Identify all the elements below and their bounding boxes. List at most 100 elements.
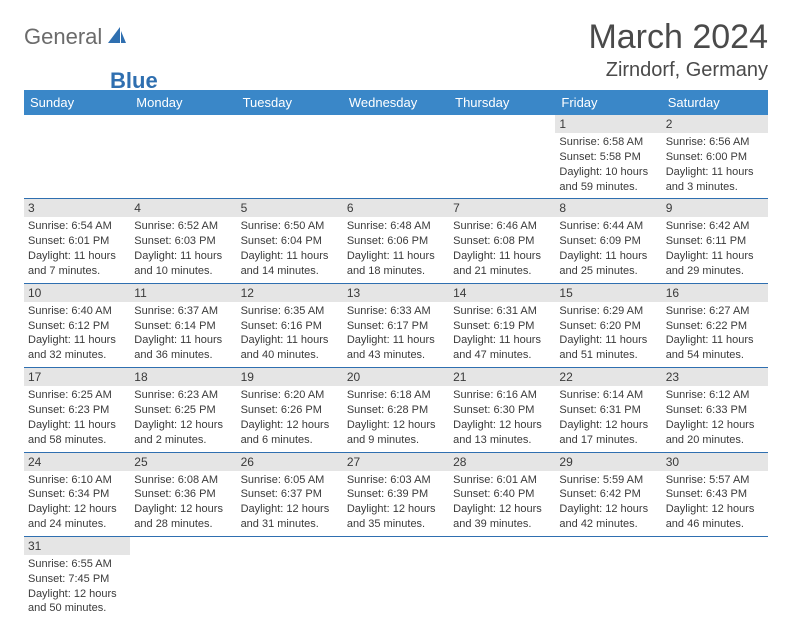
detail-line: and 46 minutes. [666, 517, 764, 532]
day-number: 12 [237, 284, 343, 302]
day-cell: 28Sunrise: 6:01 AMSunset: 6:40 PMDayligh… [449, 452, 555, 536]
detail-line: Sunrise: 6:54 AM [28, 219, 126, 234]
detail-line: Sunset: 5:58 PM [559, 150, 657, 165]
detail-line: and 42 minutes. [559, 517, 657, 532]
detail-line: and 18 minutes. [347, 264, 445, 279]
detail-line: Daylight: 11 hours [241, 333, 339, 348]
detail-line: and 59 minutes. [559, 180, 657, 195]
detail-line: Daylight: 11 hours [347, 333, 445, 348]
day-number: 29 [555, 453, 661, 471]
detail-line: Sunset: 6:00 PM [666, 150, 764, 165]
day-number: 17 [24, 368, 130, 386]
detail-line: Sunset: 6:16 PM [241, 319, 339, 334]
day-cell: 14Sunrise: 6:31 AMSunset: 6:19 PMDayligh… [449, 283, 555, 367]
detail-line: Sunset: 6:04 PM [241, 234, 339, 249]
detail-line: Sunset: 6:33 PM [666, 403, 764, 418]
day-details: Sunrise: 6:27 AMSunset: 6:22 PMDaylight:… [662, 302, 768, 367]
day-details: Sunrise: 6:18 AMSunset: 6:28 PMDaylight:… [343, 386, 449, 451]
detail-line: Sunrise: 6:33 AM [347, 304, 445, 319]
detail-line: and 47 minutes. [453, 348, 551, 363]
detail-line: Sunset: 6:01 PM [28, 234, 126, 249]
day-cell: 9Sunrise: 6:42 AMSunset: 6:11 PMDaylight… [662, 199, 768, 283]
day-number: 19 [237, 368, 343, 386]
day-cell: 26Sunrise: 6:05 AMSunset: 6:37 PMDayligh… [237, 452, 343, 536]
detail-line: and 25 minutes. [559, 264, 657, 279]
detail-line: Daylight: 12 hours [559, 502, 657, 517]
day-number: 11 [130, 284, 236, 302]
detail-line: and 39 minutes. [453, 517, 551, 532]
day-cell: 13Sunrise: 6:33 AMSunset: 6:17 PMDayligh… [343, 283, 449, 367]
day-details: Sunrise: 6:55 AMSunset: 7:45 PMDaylight:… [24, 555, 130, 620]
logo: General [24, 18, 130, 50]
day-details: Sunrise: 6:33 AMSunset: 6:17 PMDaylight:… [343, 302, 449, 367]
detail-line: Daylight: 11 hours [666, 333, 764, 348]
detail-line: and 54 minutes. [666, 348, 764, 363]
detail-line: and 3 minutes. [666, 180, 764, 195]
detail-line: Sunset: 6:34 PM [28, 487, 126, 502]
detail-line: and 50 minutes. [28, 601, 126, 616]
detail-line: Daylight: 11 hours [28, 333, 126, 348]
detail-line: and 31 minutes. [241, 517, 339, 532]
detail-line: Daylight: 12 hours [666, 502, 764, 517]
detail-line: Daylight: 12 hours [241, 418, 339, 433]
detail-line: and 6 minutes. [241, 433, 339, 448]
day-details: Sunrise: 6:12 AMSunset: 6:33 PMDaylight:… [662, 386, 768, 451]
detail-line: Sunrise: 6:46 AM [453, 219, 551, 234]
detail-line: and 20 minutes. [666, 433, 764, 448]
day-details: Sunrise: 6:35 AMSunset: 6:16 PMDaylight:… [237, 302, 343, 367]
day-cell: 17Sunrise: 6:25 AMSunset: 6:23 PMDayligh… [24, 368, 130, 452]
day-cell [130, 115, 236, 199]
detail-line: Daylight: 11 hours [453, 333, 551, 348]
detail-line: Sunrise: 6:10 AM [28, 473, 126, 488]
detail-line: Daylight: 11 hours [28, 418, 126, 433]
day-details: Sunrise: 6:14 AMSunset: 6:31 PMDaylight:… [555, 386, 661, 451]
detail-line: Sunset: 6:43 PM [666, 487, 764, 502]
col-wednesday: Wednesday [343, 90, 449, 115]
day-cell: 20Sunrise: 6:18 AMSunset: 6:28 PMDayligh… [343, 368, 449, 452]
detail-line: Daylight: 11 hours [666, 165, 764, 180]
detail-line: Sunset: 6:03 PM [134, 234, 232, 249]
detail-line: Sunrise: 6:03 AM [347, 473, 445, 488]
detail-line: Sunset: 6:25 PM [134, 403, 232, 418]
detail-line: and 36 minutes. [134, 348, 232, 363]
col-thursday: Thursday [449, 90, 555, 115]
day-cell [449, 536, 555, 620]
calendar-table: Sunday Monday Tuesday Wednesday Thursday… [24, 90, 768, 620]
day-details: Sunrise: 6:40 AMSunset: 6:12 PMDaylight:… [24, 302, 130, 367]
detail-line: and 40 minutes. [241, 348, 339, 363]
detail-line: Sunrise: 6:56 AM [666, 135, 764, 150]
day-details: Sunrise: 6:31 AMSunset: 6:19 PMDaylight:… [449, 302, 555, 367]
day-details: Sunrise: 6:46 AMSunset: 6:08 PMDaylight:… [449, 217, 555, 282]
day-number: 10 [24, 284, 130, 302]
day-details: Sunrise: 6:54 AMSunset: 6:01 PMDaylight:… [24, 217, 130, 282]
day-number: 18 [130, 368, 236, 386]
detail-line: Sunrise: 5:59 AM [559, 473, 657, 488]
detail-line: Daylight: 12 hours [559, 418, 657, 433]
detail-line: and 32 minutes. [28, 348, 126, 363]
week-row: 1Sunrise: 6:58 AMSunset: 5:58 PMDaylight… [24, 115, 768, 199]
detail-line: Sunrise: 6:35 AM [241, 304, 339, 319]
detail-line: Sunrise: 6:31 AM [453, 304, 551, 319]
detail-line: Daylight: 11 hours [559, 249, 657, 264]
week-row: 24Sunrise: 6:10 AMSunset: 6:34 PMDayligh… [24, 452, 768, 536]
day-cell: 3Sunrise: 6:54 AMSunset: 6:01 PMDaylight… [24, 199, 130, 283]
detail-line: Sunrise: 6:01 AM [453, 473, 551, 488]
detail-line: and 14 minutes. [241, 264, 339, 279]
detail-line: Sunrise: 6:18 AM [347, 388, 445, 403]
week-row: 3Sunrise: 6:54 AMSunset: 6:01 PMDaylight… [24, 199, 768, 283]
detail-line: Daylight: 11 hours [666, 249, 764, 264]
detail-line: Sunrise: 6:52 AM [134, 219, 232, 234]
day-number: 2 [662, 115, 768, 133]
detail-line: and 10 minutes. [134, 264, 232, 279]
day-number: 5 [237, 199, 343, 217]
detail-line: Sunrise: 6:16 AM [453, 388, 551, 403]
day-cell: 16Sunrise: 6:27 AMSunset: 6:22 PMDayligh… [662, 283, 768, 367]
day-number: 23 [662, 368, 768, 386]
day-number: 28 [449, 453, 555, 471]
day-number: 8 [555, 199, 661, 217]
day-cell: 7Sunrise: 6:46 AMSunset: 6:08 PMDaylight… [449, 199, 555, 283]
day-cell [24, 115, 130, 199]
day-cell: 27Sunrise: 6:03 AMSunset: 6:39 PMDayligh… [343, 452, 449, 536]
day-cell [343, 115, 449, 199]
detail-line: Sunset: 6:11 PM [666, 234, 764, 249]
